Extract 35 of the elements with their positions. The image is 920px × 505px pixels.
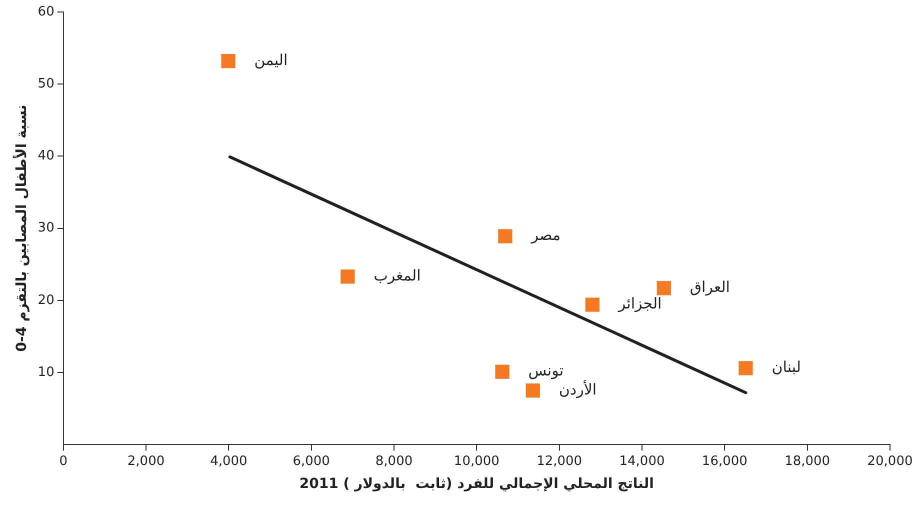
x-tick-label: 2,000	[127, 454, 165, 469]
point	[498, 229, 512, 244]
point	[656, 281, 671, 296]
annotation: مصر	[530, 226, 561, 244]
x-tick-label: 20,000	[867, 454, 913, 469]
y-tick-label: 60	[38, 4, 54, 20]
x-tick-label: 8,000	[375, 454, 413, 469]
annotation: لبنان	[772, 358, 801, 376]
annotation: تونس	[528, 362, 564, 380]
point	[495, 364, 510, 379]
x-tick-label: 10,000	[454, 454, 500, 469]
x-tick-label: 12,000	[536, 454, 582, 469]
annotation: العراق	[690, 278, 730, 296]
x-axis-title: الناتج المحلي الإجمالي للفرد (ثابت بالدولار ) 2011	[299, 476, 654, 492]
y-tick-label: 30	[38, 220, 54, 236]
y-tick-label: 50	[38, 76, 54, 92]
annotation: المغرب	[374, 266, 421, 284]
point	[340, 270, 355, 284]
annotation: اليمن	[254, 50, 288, 69]
x-tick-label: 4,000	[210, 454, 248, 469]
annotation: الأردن	[558, 379, 597, 398]
point	[526, 383, 540, 398]
annotation: الجزائر	[617, 294, 662, 313]
point	[585, 298, 600, 312]
y-tick-label: 40	[38, 148, 54, 164]
point	[738, 361, 753, 376]
y-tick-label: 20	[38, 292, 54, 308]
x-tick-label: 16,000	[702, 454, 748, 469]
x-tick-label: 6,000	[292, 454, 330, 469]
x-tick-label: 14,000	[619, 454, 665, 469]
y-axis-title: نسبة الأطفال المصابين بالتقزم 4-0	[12, 104, 30, 352]
x-tick-label: 18,000	[784, 454, 830, 469]
point	[221, 54, 236, 68]
y-tick-label: 10	[38, 364, 54, 380]
x-tick-label: 0	[59, 454, 68, 469]
